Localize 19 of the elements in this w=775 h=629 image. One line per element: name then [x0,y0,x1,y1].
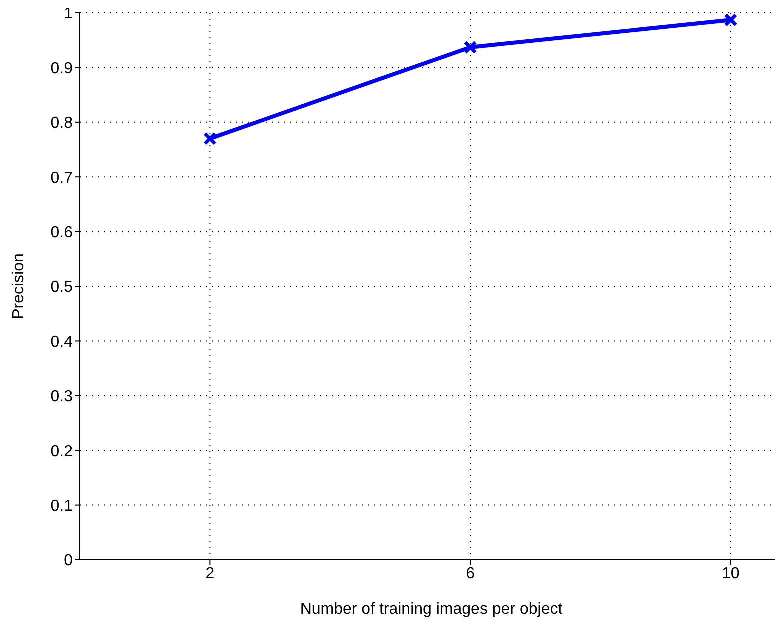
y-tick-label: 0.5 [50,279,74,296]
y-tick-label: 0.8 [50,115,74,132]
y-tick-label: 0.2 [50,443,74,460]
x-tick-label: 10 [722,565,740,582]
y-tick-label: 0.7 [50,170,74,187]
y-axis-title: Precision [10,254,28,320]
y-tick-label: 0.4 [50,334,74,351]
y-tick-label: 1 [64,6,74,23]
point [464,40,478,54]
y-tick-label: 0.3 [50,388,74,406]
y-tick-label: 0 [64,552,74,570]
y-tick-label: 0.9 [50,60,74,78]
x-tick-label: 2 [206,565,215,582]
point [203,132,217,146]
y-tick-label: 0.6 [50,224,74,242]
y-tick-label: 0.1 [50,498,74,515]
point [724,13,738,27]
x-axis-title: Number of training images per object [300,601,564,618]
x-tick-label: 6 [466,565,476,582]
